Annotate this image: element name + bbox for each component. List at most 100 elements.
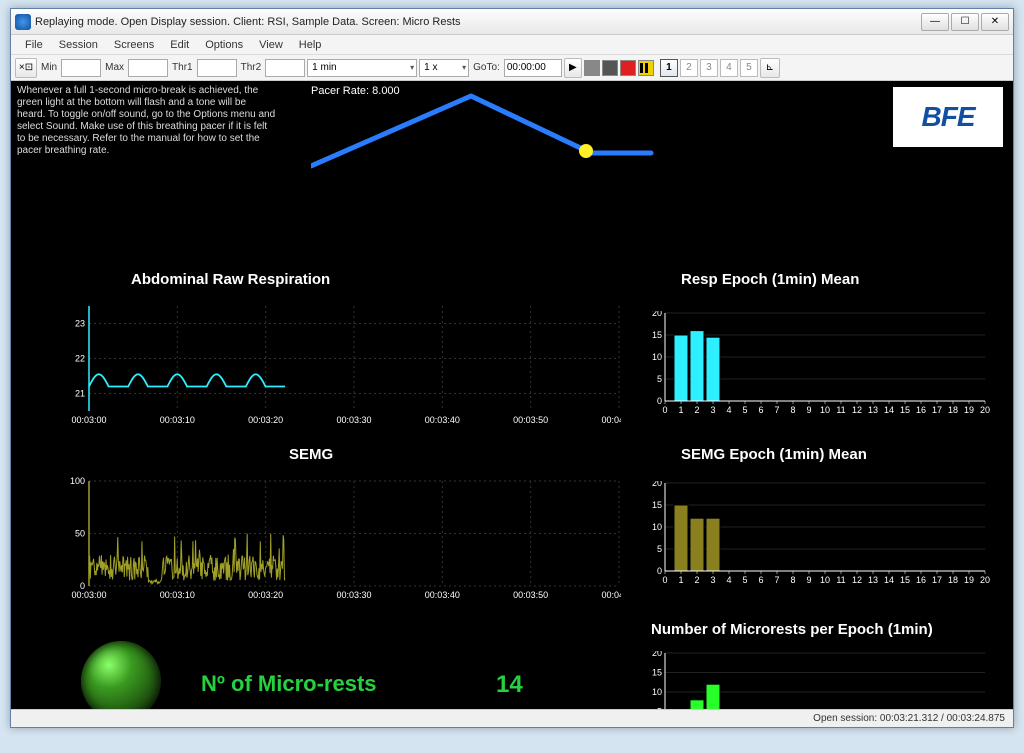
svg-text:5: 5 xyxy=(657,544,662,554)
svg-text:20: 20 xyxy=(652,311,662,318)
menu-help[interactable]: Help xyxy=(291,39,330,51)
menu-options[interactable]: Options xyxy=(197,39,251,51)
goto-input[interactable] xyxy=(504,59,562,77)
menubar: FileSessionScreensEditOptionsViewHelp xyxy=(11,35,1013,55)
page-button-3[interactable]: 3 xyxy=(700,59,718,77)
svg-text:00:03:40: 00:03:40 xyxy=(425,590,460,600)
thr1-input[interactable] xyxy=(197,59,237,77)
semg-epoch-chart: 0510152001234567891011121314151617181920 xyxy=(641,481,991,596)
svg-text:23: 23 xyxy=(75,319,85,329)
svg-text:15: 15 xyxy=(900,405,910,415)
goto-label: GoTo: xyxy=(471,62,502,73)
svg-text:15: 15 xyxy=(652,500,662,510)
stop-gray-button[interactable] xyxy=(584,60,600,76)
svg-text:10: 10 xyxy=(652,687,662,697)
svg-text:9: 9 xyxy=(806,575,811,585)
svg-text:6: 6 xyxy=(758,405,763,415)
svg-text:7: 7 xyxy=(774,405,779,415)
svg-text:21: 21 xyxy=(75,389,85,399)
content-area: Whenever a full 1-second micro-break is … xyxy=(11,81,1013,709)
speed-select[interactable]: 1 x xyxy=(419,59,469,77)
min-input[interactable] xyxy=(61,59,101,77)
max-label: Max xyxy=(103,62,126,73)
svg-text:5: 5 xyxy=(657,707,662,710)
svg-text:4: 4 xyxy=(726,575,731,585)
thr1-label: Thr1 xyxy=(170,62,195,73)
menu-screens[interactable]: Screens xyxy=(106,39,162,51)
svg-text:3: 3 xyxy=(710,575,715,585)
pause-button[interactable] xyxy=(638,60,654,76)
svg-text:0: 0 xyxy=(657,566,662,576)
svg-text:13: 13 xyxy=(868,575,878,585)
svg-text:9: 9 xyxy=(806,405,811,415)
record-button[interactable] xyxy=(620,60,636,76)
svg-text:5: 5 xyxy=(742,575,747,585)
minimize-button[interactable]: — xyxy=(921,13,949,31)
menu-session[interactable]: Session xyxy=(51,39,106,51)
time-select[interactable]: 1 min xyxy=(307,59,417,77)
menu-edit[interactable]: Edit xyxy=(162,39,197,51)
pacer-wave xyxy=(311,91,831,201)
svg-text:1: 1 xyxy=(678,575,683,585)
thr2-input[interactable] xyxy=(265,59,305,77)
svg-text:8: 8 xyxy=(790,405,795,415)
resp-raw-title: Abdominal Raw Respiration xyxy=(131,271,330,288)
svg-text:50: 50 xyxy=(75,529,85,539)
svg-text:4: 4 xyxy=(726,405,731,415)
svg-text:10: 10 xyxy=(652,352,662,362)
page-button-5[interactable]: 5 xyxy=(740,59,758,77)
hint-text: Whenever a full 1-second micro-break is … xyxy=(17,85,277,157)
svg-text:00:03:00: 00:03:00 xyxy=(71,590,106,600)
semg-chart: 05010000:03:0000:03:1000:03:2000:03:3000… xyxy=(61,476,621,616)
svg-text:10: 10 xyxy=(652,522,662,532)
page-button-4[interactable]: 4 xyxy=(720,59,738,77)
app-icon xyxy=(15,14,31,30)
close-button[interactable]: ✕ xyxy=(981,13,1009,31)
svg-text:00:03:40: 00:03:40 xyxy=(425,415,460,425)
page-button-1[interactable]: 1 xyxy=(660,59,678,77)
svg-text:22: 22 xyxy=(75,354,85,364)
maximize-button[interactable]: ☐ xyxy=(951,13,979,31)
svg-text:18: 18 xyxy=(948,405,958,415)
svg-text:19: 19 xyxy=(964,575,974,585)
svg-text:0: 0 xyxy=(662,405,667,415)
resp-epoch-chart: 0510152001234567891011121314151617181920 xyxy=(641,311,991,426)
svg-text:17: 17 xyxy=(932,575,942,585)
toolbar-btn-1[interactable]: ×⊡ xyxy=(15,58,37,78)
svg-text:16: 16 xyxy=(916,405,926,415)
svg-text:11: 11 xyxy=(836,575,845,585)
svg-text:3: 3 xyxy=(710,405,715,415)
menu-file[interactable]: File xyxy=(17,39,51,51)
resp-raw-chart: 21222300:03:0000:03:1000:03:2000:03:3000… xyxy=(61,301,621,441)
svg-text:15: 15 xyxy=(900,575,910,585)
stop-dark-button[interactable] xyxy=(602,60,618,76)
thr2-label: Thr2 xyxy=(239,62,264,73)
statusbar: Open session: 00:03:21.312 / 00:03:24.87… xyxy=(11,709,1013,727)
semg-epoch-title: SEMG Epoch (1min) Mean xyxy=(681,446,867,463)
microrest-count-value: 14 xyxy=(496,671,523,699)
svg-text:18: 18 xyxy=(948,575,958,585)
toolbar: ×⊡ Min Max Thr1 Thr2 1 min 1 x GoTo: ▶ 1… xyxy=(11,55,1013,81)
svg-text:11: 11 xyxy=(836,405,845,415)
status-text: Open session: 00:03:21.312 / 00:03:24.87… xyxy=(813,713,1005,724)
svg-text:6: 6 xyxy=(758,575,763,585)
menu-view[interactable]: View xyxy=(251,39,291,51)
play-button[interactable]: ▶ xyxy=(564,58,582,78)
svg-text:0: 0 xyxy=(662,575,667,585)
max-input[interactable] xyxy=(128,59,168,77)
svg-text:00:03:30: 00:03:30 xyxy=(336,415,371,425)
svg-text:00:03:50: 00:03:50 xyxy=(513,590,548,600)
toolbar-btn-end[interactable]: ⊾ xyxy=(760,58,780,78)
svg-text:14: 14 xyxy=(884,575,894,585)
microrest-epoch-chart: 0510152001234567891011121314151617181920 xyxy=(641,651,991,709)
svg-text:8: 8 xyxy=(790,575,795,585)
svg-text:12: 12 xyxy=(852,575,862,585)
svg-text:2: 2 xyxy=(694,575,699,585)
page-button-2[interactable]: 2 xyxy=(680,59,698,77)
svg-text:16: 16 xyxy=(916,575,926,585)
svg-text:19: 19 xyxy=(964,405,974,415)
svg-text:17: 17 xyxy=(932,405,942,415)
svg-text:20: 20 xyxy=(980,575,990,585)
window-title: Replaying mode. Open Display session. Cl… xyxy=(35,16,921,28)
svg-text:00:03:20: 00:03:20 xyxy=(248,590,283,600)
